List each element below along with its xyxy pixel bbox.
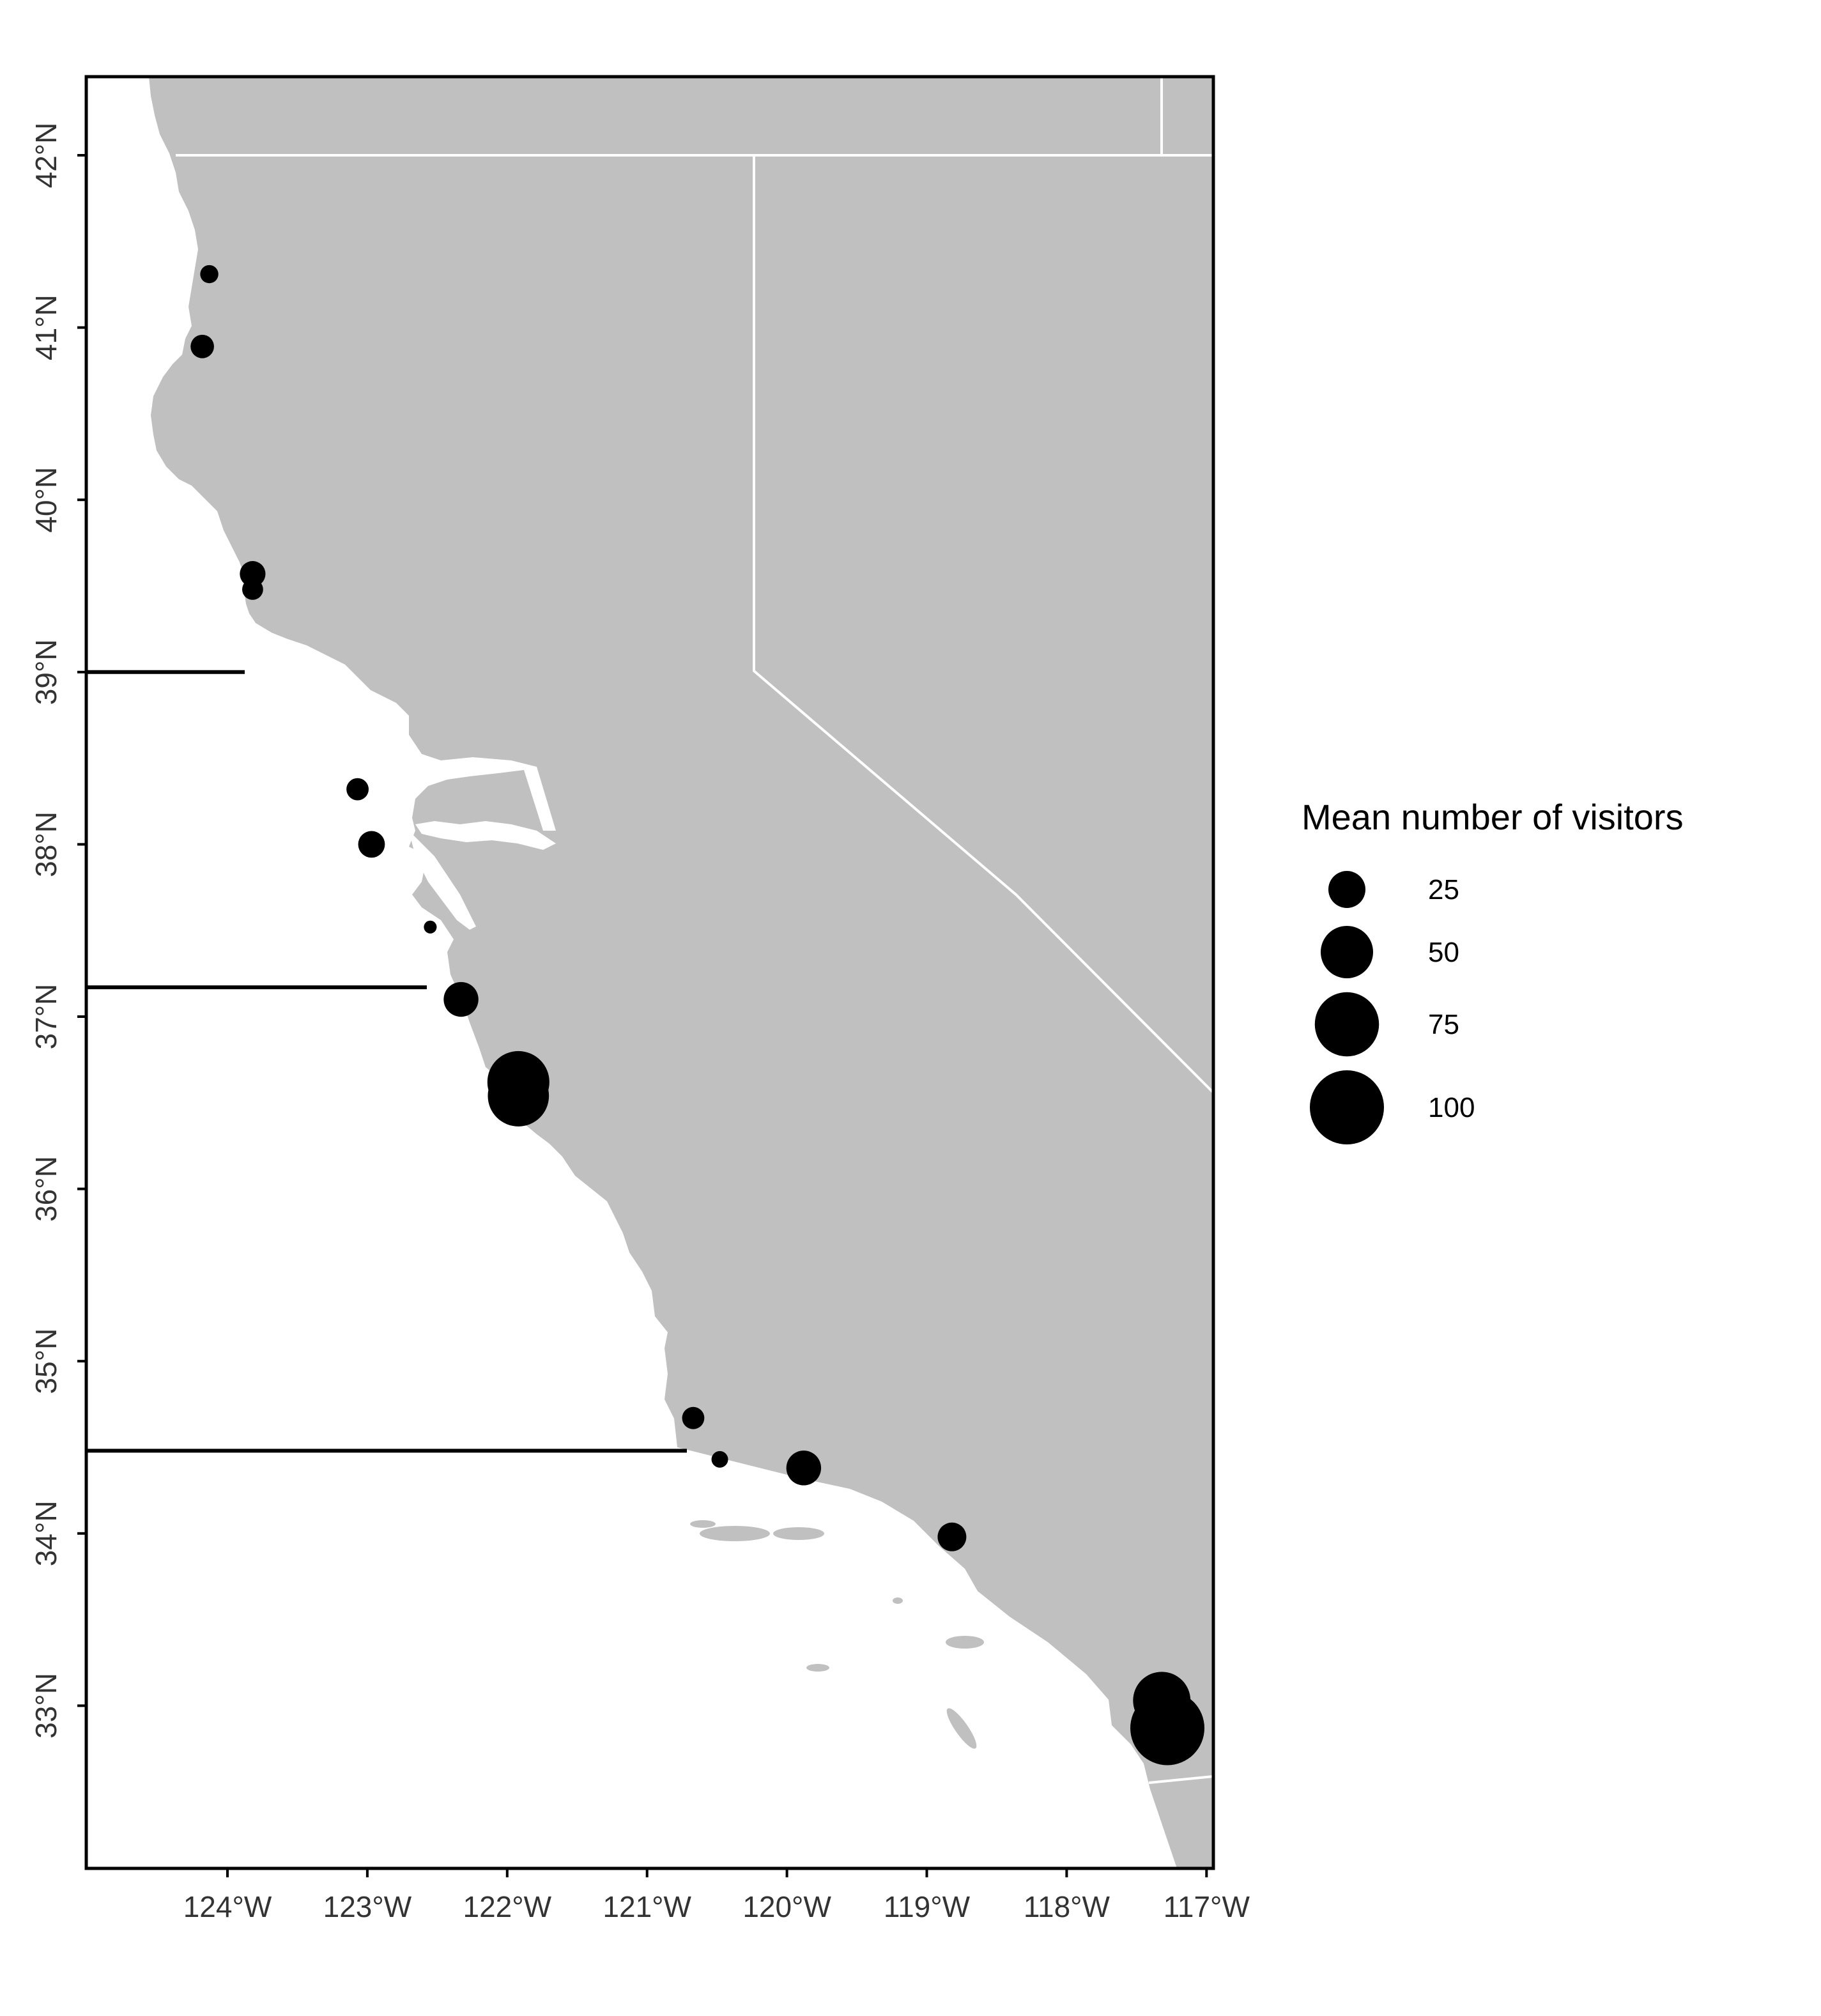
legend-symbol <box>1314 992 1379 1057</box>
island-santa-cruz <box>700 1526 770 1541</box>
points-layer <box>190 265 1205 1766</box>
island-santa-rosa <box>773 1527 824 1540</box>
island-san-nicolas <box>806 1664 829 1672</box>
visitor-point <box>190 334 214 358</box>
visitor-point <box>424 920 437 934</box>
x-tick-label: 121°W <box>603 1890 691 1923</box>
legend-label: 100 <box>1428 1092 1475 1123</box>
x-tick-label: 118°W <box>1024 1890 1110 1923</box>
x-tick-label: 117°W <box>1164 1890 1250 1923</box>
visitor-point <box>1130 1691 1205 1766</box>
y-tick-label: 35°N <box>29 1328 63 1394</box>
y-tick-label: 34°N <box>29 1500 63 1566</box>
panel-border <box>84 75 1215 1870</box>
y-tick-label: 39°N <box>29 639 63 705</box>
legend-title: Mean number of visitors <box>1302 797 1684 837</box>
legend-item: 25 <box>1328 871 1459 908</box>
x-tick-label: 123°W <box>323 1890 412 1923</box>
visitor-point <box>242 578 263 600</box>
legend-item: 50 <box>1320 925 1459 979</box>
y-axis: 42°N 41°N 40°N 39°N 38°N 37°N 36°N 35°N 34°N 33°N <box>29 123 86 1739</box>
visitor-point <box>937 1522 967 1551</box>
legend-items: 25 50 75 100 <box>1310 871 1475 1144</box>
visitor-point <box>346 778 369 801</box>
island-san-miguel <box>690 1520 716 1528</box>
border-ca-mexico <box>1148 1775 1214 1784</box>
visitor-point <box>488 1065 549 1127</box>
island-santa-barbara <box>893 1597 903 1604</box>
x-tick-label: 124°W <box>183 1890 272 1923</box>
san-pablo-bay <box>415 821 556 850</box>
legend: Mean number of visitors 25 50 75 100 <box>1302 797 1684 1144</box>
island-san-clemente <box>946 1708 977 1749</box>
visitor-point <box>443 981 479 1017</box>
visitor-point <box>682 1406 705 1429</box>
y-tick-label: 40°N <box>29 467 63 533</box>
x-tick-label: 122°W <box>463 1890 552 1923</box>
y-tick-label: 33°N <box>29 1673 63 1739</box>
y-tick-label: 42°N <box>29 123 63 189</box>
sf-bay <box>409 831 476 930</box>
x-axis: 124°W 123°W 122°W 121°W 120°W 119°W 118°W 117°W <box>183 1868 1250 1923</box>
x-tick-label: 120°W <box>742 1890 831 1923</box>
visitor-point <box>786 1450 822 1486</box>
region-lines <box>86 670 687 1453</box>
legend-symbol <box>1310 1070 1384 1144</box>
land-polygon <box>149 77 1213 1868</box>
x-tick-label: 119°W <box>884 1890 971 1923</box>
visitor-point <box>358 831 385 858</box>
legend-label: 50 <box>1428 937 1459 968</box>
y-tick-label: 41°N <box>29 295 63 360</box>
y-tick-label: 36°N <box>29 1156 63 1222</box>
island-santa-catalina <box>946 1636 984 1649</box>
legend-item: 100 <box>1310 1070 1475 1144</box>
visitor-point <box>200 265 219 284</box>
visitor-point <box>711 1450 728 1468</box>
visitor-point <box>240 561 266 587</box>
border-ca-nv <box>753 155 1215 1094</box>
legend-symbol <box>1320 925 1374 979</box>
legend-symbol <box>1328 871 1365 908</box>
legend-label: 25 <box>1428 874 1459 905</box>
y-tick-label: 38°N <box>29 812 63 877</box>
y-tick-label: 37°N <box>29 984 63 1050</box>
legend-label: 75 <box>1428 1009 1459 1040</box>
legend-item: 75 <box>1314 992 1459 1057</box>
